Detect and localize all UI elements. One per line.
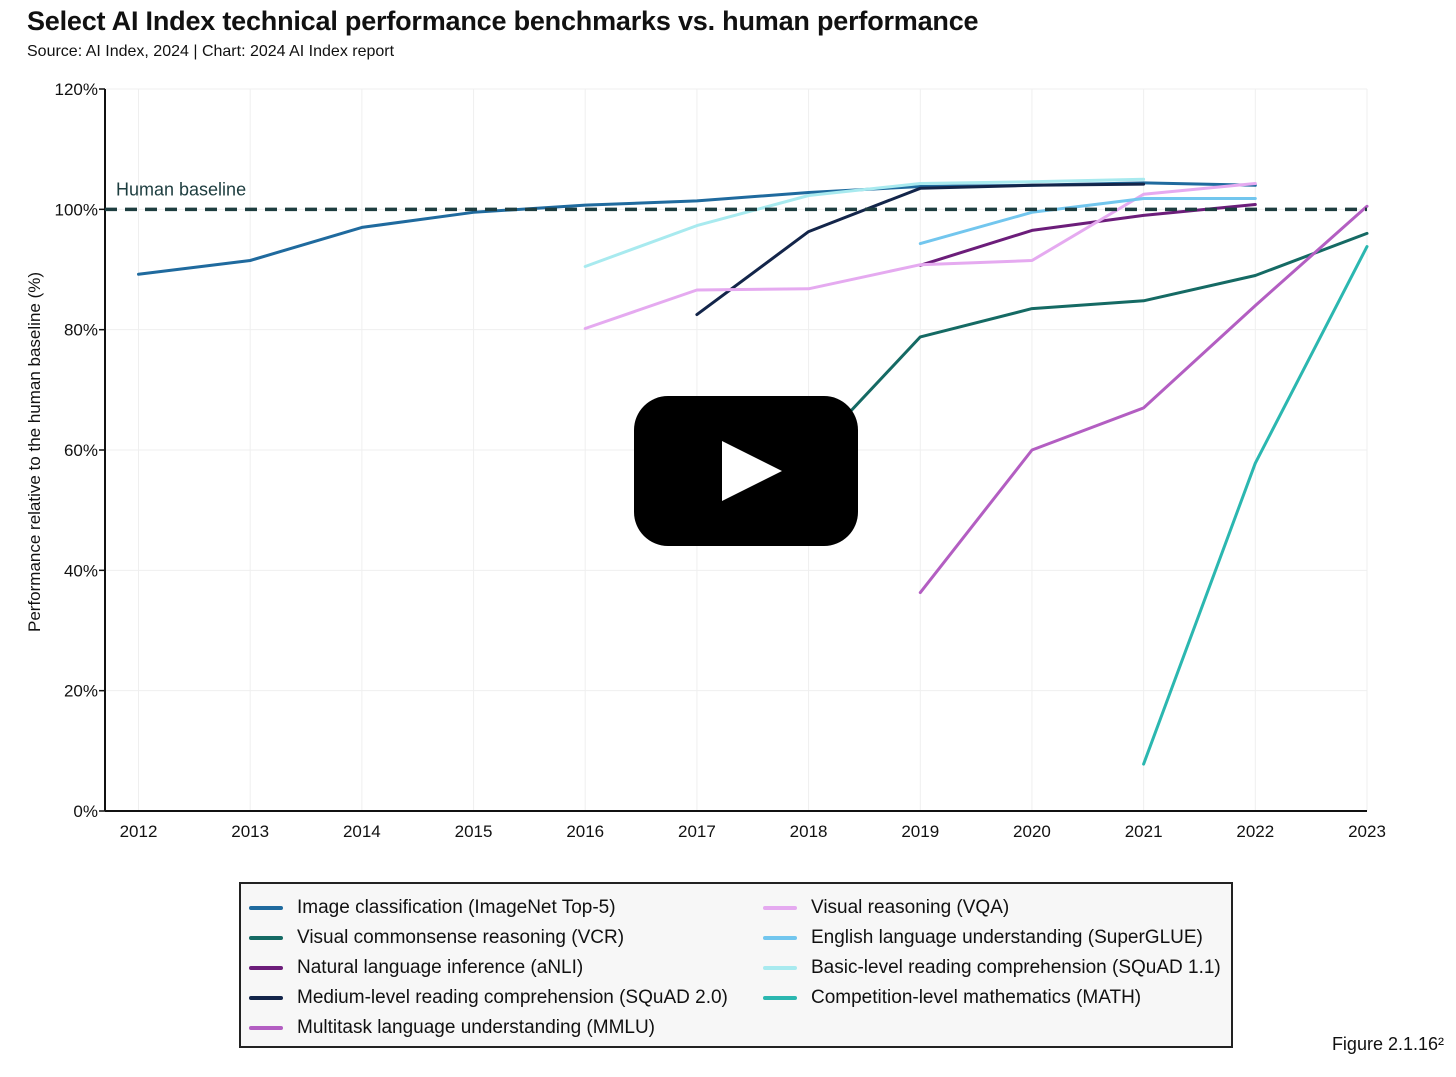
legend-label: Basic-level reading comprehension (SQuAD… — [811, 957, 1221, 978]
legend-label: English language understanding (SuperGLU… — [811, 927, 1203, 948]
x-tick-label: 2023 — [1348, 822, 1386, 841]
y-tick-label: 40% — [64, 561, 98, 580]
legend-label: Visual commonsense reasoning (VCR) — [297, 927, 625, 948]
legend-item: Natural language inference (aNLI) — [249, 957, 583, 979]
y-tick-label: 60% — [64, 441, 98, 460]
x-tick-label: 2016 — [566, 822, 604, 841]
series-line — [1142, 245, 1369, 766]
legend-item: Visual reasoning (VQA) — [763, 897, 1009, 919]
series-line — [583, 177, 1146, 268]
play-icon — [722, 441, 782, 501]
legend-label: Visual reasoning (VQA) — [811, 897, 1010, 918]
legend-swatch — [763, 936, 797, 940]
legend-item: Visual commonsense reasoning (VCR) — [249, 927, 624, 949]
series-line — [583, 182, 1257, 330]
legend-swatch — [249, 906, 283, 910]
x-tick-label: 2022 — [1236, 822, 1274, 841]
figure-label: Figure 2.1.16² — [1331, 1034, 1444, 1054]
x-tick-label: 2015 — [455, 822, 493, 841]
legend-swatch — [249, 996, 283, 1000]
y-tick-label: 120% — [55, 80, 98, 99]
legend-item: Multitask language understanding (MMLU) — [249, 1017, 655, 1039]
chart-legend: Image classification (ImageNet Top-5) Vis… — [239, 882, 1233, 1048]
y-tick-label: 100% — [55, 200, 98, 219]
legend-swatch — [249, 936, 283, 940]
x-tick-label: 2021 — [1125, 822, 1163, 841]
chart-title: Select AI Index technical performance be… — [27, 6, 979, 36]
chart-subtitle: Source: AI Index, 2024 | Chart: 2024 AI … — [27, 43, 395, 60]
x-tick-label: 2019 — [901, 822, 939, 841]
legend-swatch — [763, 966, 797, 970]
y-tick-label: 20% — [64, 682, 98, 701]
legend-swatch — [249, 966, 283, 970]
video-play-button[interactable] — [634, 396, 858, 546]
legend-label: Natural language inference (aNLI) — [297, 957, 584, 978]
series-line — [695, 182, 1146, 317]
x-tick-label: 2014 — [343, 822, 381, 841]
x-tick-label: 2017 — [678, 822, 716, 841]
x-tick-label: 2018 — [790, 822, 828, 841]
legend-label: Image classification (ImageNet Top-5) — [297, 897, 616, 918]
series-line — [918, 204, 1369, 595]
legend-item: Image classification (ImageNet Top-5) — [249, 897, 616, 919]
legend-swatch — [763, 996, 797, 1000]
legend-label: Medium-level reading comprehension (SQuA… — [297, 987, 728, 1008]
series-line — [918, 197, 1257, 246]
legend-swatch — [763, 906, 797, 910]
y-axis-label: Performance relative to the human baseli… — [25, 272, 44, 632]
y-tick-label: 0% — [73, 802, 98, 821]
y-tick-label: 80% — [64, 321, 98, 340]
legend-swatch — [249, 1026, 283, 1030]
human-baseline-label: Human baseline — [116, 179, 246, 199]
legend-label: Multitask language understanding (MMLU) — [297, 1017, 656, 1038]
x-tick-label: 2012 — [120, 822, 158, 841]
legend-label: Competition-level mathematics (MATH) — [811, 987, 1142, 1008]
series-line — [918, 203, 1257, 267]
legend-item: Medium-level reading comprehension (SQuA… — [249, 987, 728, 1009]
series-line — [807, 231, 1369, 458]
legend-item: Basic-level reading comprehension (SQuAD… — [763, 957, 1221, 979]
legend-item: Competition-level mathematics (MATH) — [763, 987, 1141, 1009]
x-tick-label: 2013 — [231, 822, 269, 841]
legend-item: English language understanding (SuperGLU… — [763, 927, 1203, 949]
x-tick-label: 2020 — [1013, 822, 1051, 841]
